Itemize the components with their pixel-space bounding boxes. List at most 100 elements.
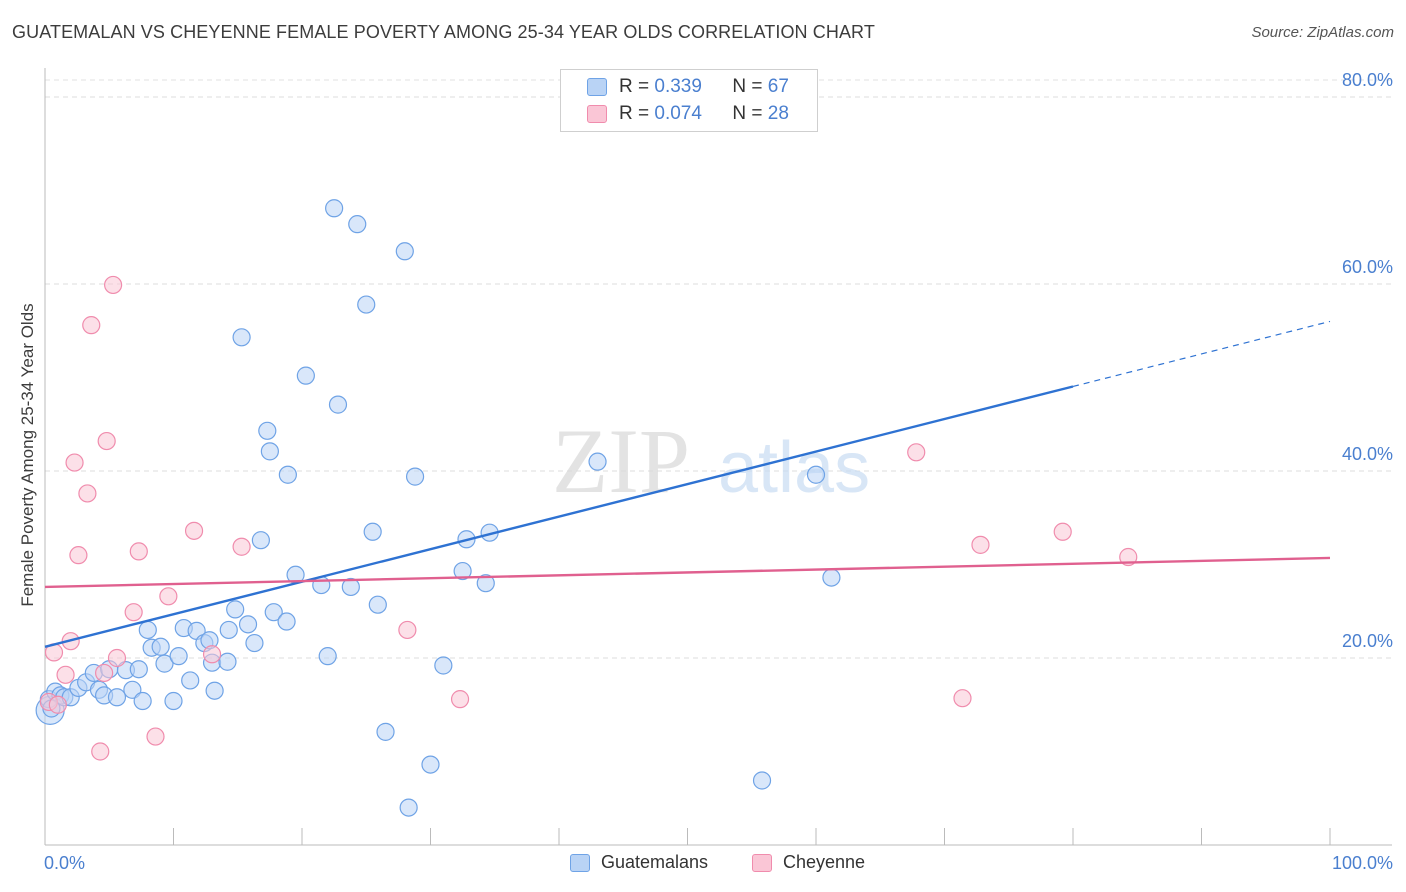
data-point-cheyenne: [65, 453, 84, 472]
data-point-cheyenne: [124, 603, 143, 622]
data-point-guatemalans: [181, 671, 200, 690]
data-point-cheyenne: [159, 587, 178, 606]
legend-label-cheyenne: Cheyenne: [783, 852, 866, 872]
legend-row-guatemalans: R = 0.339 N = 67: [587, 75, 789, 99]
data-point-cheyenne: [48, 695, 67, 714]
data-point-guatemalans: [434, 656, 453, 675]
data-point-guatemalans: [822, 568, 841, 587]
data-point-cheyenne: [56, 665, 75, 684]
tick-labels: 20.0% 40.0% 60.0% 80.0% 0.0% 100.0%: [44, 70, 1393, 873]
data-point-cheyenne: [146, 727, 165, 746]
data-point-guatemalans: [169, 647, 188, 666]
data-point-guatemalans: [421, 755, 440, 774]
correlation-legend: R = 0.339 N = 67 R = 0.074 N = 28: [560, 69, 818, 132]
data-points: [35, 199, 1138, 817]
data-point-guatemalans: [357, 295, 376, 314]
data-point-guatemalans: [325, 199, 344, 218]
data-point-guatemalans: [368, 595, 387, 614]
data-point-cheyenne: [450, 690, 470, 709]
y-tick-label: 20.0%: [1342, 631, 1393, 651]
data-point-cheyenne: [953, 689, 972, 708]
legend-n-value: 28: [767, 103, 789, 124]
y-tick-label: 60.0%: [1342, 257, 1393, 277]
trend-lines: [44, 320, 1331, 648]
data-point-guatemalans: [476, 574, 495, 593]
data-point-cheyenne: [69, 546, 88, 565]
data-point-guatemalans: [218, 652, 237, 671]
legend-swatch-guatemalans: [570, 853, 590, 872]
data-point-guatemalans: [260, 442, 279, 461]
y-tick-label: 40.0%: [1342, 444, 1393, 464]
data-point-guatemalans: [133, 691, 152, 711]
legend-row-cheyenne: R = 0.074 N = 28: [587, 102, 789, 126]
data-point-guatemalans: [752, 771, 772, 790]
data-point-guatemalans: [296, 366, 315, 385]
legend-item-guatemalans[interactable]: Guatemalans: [570, 852, 708, 873]
data-point-guatemalans: [264, 603, 283, 622]
legend-swatch-cheyenne: [752, 853, 772, 872]
x-tick-label: 100.0%: [1332, 853, 1393, 873]
data-point-guatemalans: [258, 421, 277, 440]
legend-n-value: 67: [767, 76, 789, 97]
legend-r-label: R =: [619, 103, 650, 124]
data-point-cheyenne: [107, 648, 127, 668]
data-point-cheyenne: [184, 521, 204, 540]
source-label: Source: ZipAtlas.com: [1251, 24, 1394, 41]
data-point-guatemalans: [278, 465, 297, 484]
data-point-guatemalans: [251, 531, 270, 550]
y-tick-label: 80.0%: [1342, 70, 1393, 90]
data-point-guatemalans: [453, 561, 472, 581]
legend-r-value: 0.339: [654, 76, 702, 97]
data-point-guatemalans: [107, 688, 127, 707]
data-point-guatemalans: [328, 395, 348, 414]
legend-swatch-guatemalans: [587, 78, 607, 96]
data-point-cheyenne: [97, 431, 116, 451]
data-point-cheyenne: [232, 537, 251, 556]
data-point-cheyenne: [91, 742, 110, 761]
data-point-guatemalans: [129, 660, 148, 679]
data-point-guatemalans: [205, 681, 224, 700]
legend-label-guatemalans: Guatemalans: [601, 852, 709, 872]
data-point-guatemalans: [399, 798, 418, 817]
data-point-cheyenne: [907, 443, 926, 462]
data-point-guatemalans: [151, 637, 170, 656]
data-point-guatemalans: [395, 242, 414, 261]
data-point-cheyenne: [82, 316, 101, 335]
legend-r-label: R =: [619, 76, 650, 97]
legend-item-cheyenne[interactable]: Cheyenne: [752, 852, 865, 873]
data-point-guatemalans: [164, 691, 183, 711]
legend-n-label: N =: [732, 76, 763, 97]
data-point-cheyenne: [1053, 522, 1072, 541]
data-point-cheyenne: [971, 535, 990, 554]
data-point-guatemalans: [348, 215, 367, 234]
data-point-guatemalans: [277, 612, 296, 631]
data-point-cheyenne: [78, 484, 97, 503]
watermark-zip: ZIP: [552, 410, 690, 512]
data-point-guatemalans: [806, 465, 826, 484]
data-point-cheyenne: [104, 275, 123, 295]
data-point-guatemalans: [232, 328, 251, 347]
data-point-guatemalans: [376, 722, 395, 741]
data-point-guatemalans: [138, 620, 157, 640]
data-point-guatemalans: [238, 615, 258, 634]
data-point-cheyenne: [95, 663, 114, 683]
data-point-guatemalans: [363, 522, 382, 541]
x-tick-label: 0.0%: [44, 853, 85, 873]
watermark: ZIP atlas: [552, 410, 870, 512]
data-point-guatemalans: [226, 600, 245, 619]
data-point-guatemalans: [405, 467, 425, 486]
trend-line-cheyenne: [44, 556, 1331, 589]
data-point-guatemalans: [588, 452, 607, 471]
data-point-guatemalans: [123, 680, 142, 699]
data-point-cheyenne: [202, 645, 222, 664]
trend-line-guatemalans-extension: [1072, 320, 1331, 388]
data-point-cheyenne: [129, 542, 148, 561]
series-legend: Guatemalans Cheyenne: [0, 852, 1406, 878]
trend-line-guatemalans: [44, 385, 1074, 648]
data-point-guatemalans: [219, 620, 238, 640]
data-point-guatemalans: [155, 654, 174, 673]
data-point-guatemalans: [318, 647, 337, 666]
legend-n-label: N =: [732, 103, 763, 124]
legend-swatch-cheyenne: [587, 105, 607, 123]
